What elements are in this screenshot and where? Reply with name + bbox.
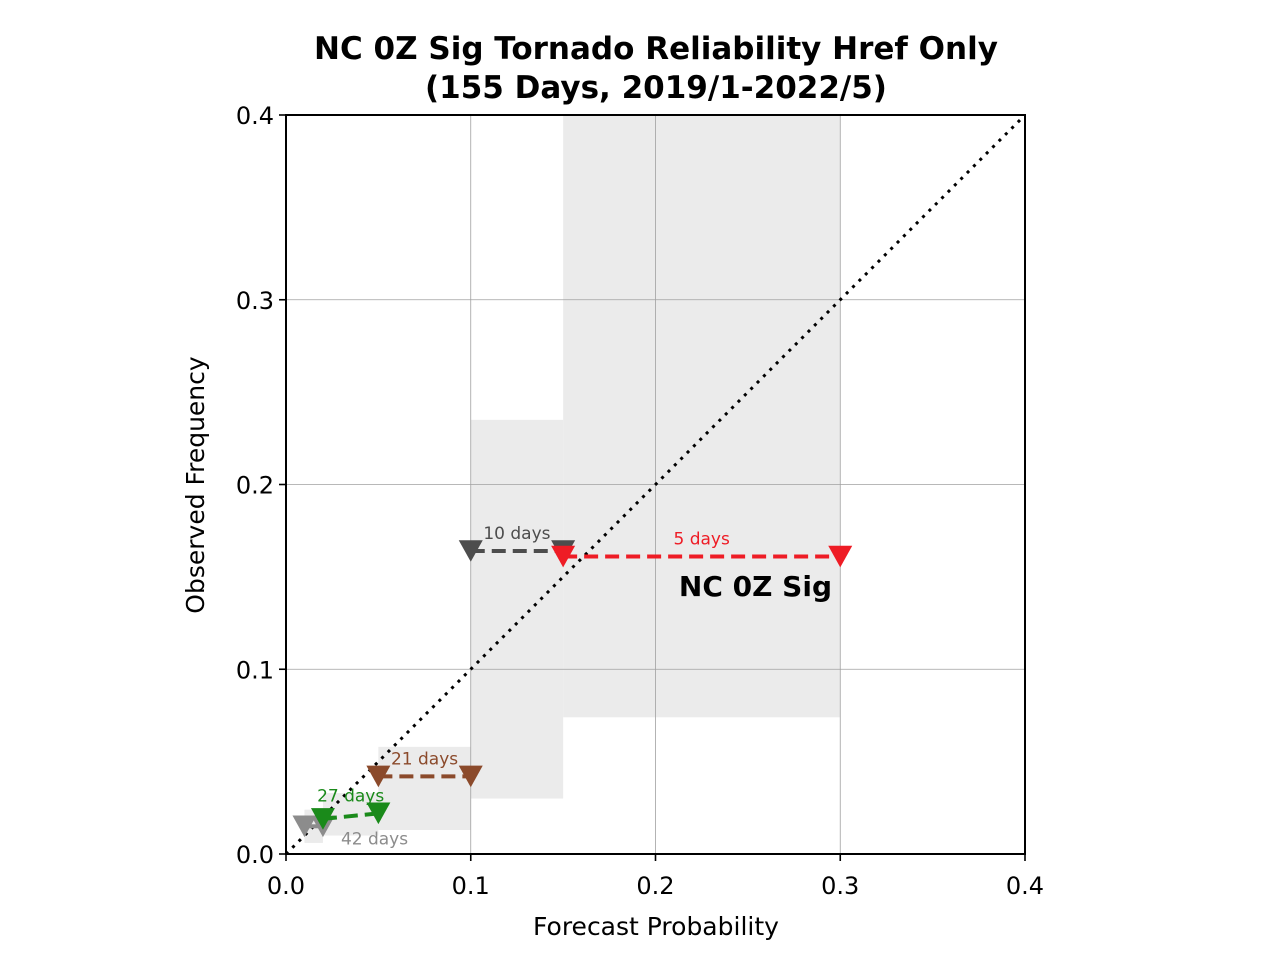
series-marker-1-0 — [310, 808, 335, 830]
series-marker-4-1 — [828, 545, 853, 568]
x-tick-label-2: 0.2 — [636, 872, 674, 900]
y-tick-label-4: 0.4 — [236, 102, 274, 130]
y-axis-label: Observed Frequency — [181, 356, 210, 614]
series-layer: 42 days 27 days 21 days 10 days 5 days — [292, 524, 853, 849]
x-tick-label-3: 0.3 — [821, 872, 859, 900]
series-marker-0-0 — [292, 815, 317, 838]
series-0: 42 days — [292, 815, 408, 849]
series-marker-3-0 — [458, 540, 483, 562]
y-tick-label-1: 0.1 — [236, 656, 274, 684]
x-tick-label-4: 0.4 — [1006, 872, 1044, 900]
series-2: 21 days — [366, 749, 483, 788]
series-count-label-2: 21 days — [391, 749, 458, 769]
confidence-bin-4 — [563, 115, 841, 718]
series-line-1 — [322, 811, 379, 821]
perfect-reliability-line — [284, 113, 1027, 856]
chart-subtitle: (155 Days, 2019/1-2022/5) — [425, 70, 887, 106]
series-count-label-3: 10 days — [483, 524, 550, 544]
x-tick-label-0: 0.0 — [267, 872, 305, 900]
confidence-bin-3 — [470, 419, 564, 799]
series-1: 27 days — [310, 786, 391, 830]
series-count-label-4: 5 days — [674, 530, 730, 550]
series-marker-4-0 — [551, 545, 576, 568]
chart-title: NC 0Z Sig Tornado Reliability Href Only — [314, 31, 998, 67]
axis-ticks: 0.0 0.1 0.2 0.3 0.4 0.0 0.1 0.2 0.3 0.4 — [236, 102, 1044, 900]
series-count-label-1: 27 days — [317, 786, 384, 806]
series-count-label-0: 42 days — [341, 829, 408, 849]
x-axis-label: Forecast Probability — [533, 912, 779, 941]
series-4: 5 days — [551, 530, 853, 568]
series-marker-1-1 — [366, 802, 391, 825]
y-tick-label-0: 0.0 — [236, 841, 274, 869]
y-tick-label-2: 0.2 — [236, 472, 274, 500]
confidence-bin-2 — [378, 746, 471, 830]
series-marker-2-1 — [458, 765, 483, 788]
series-marker-2-0 — [366, 765, 391, 788]
series-annotation: NC 0Z Sig — [679, 570, 832, 603]
x-tick-label-1: 0.1 — [452, 872, 490, 900]
confidence-bins — [304, 115, 841, 843]
y-tick-label-3: 0.3 — [236, 287, 274, 315]
